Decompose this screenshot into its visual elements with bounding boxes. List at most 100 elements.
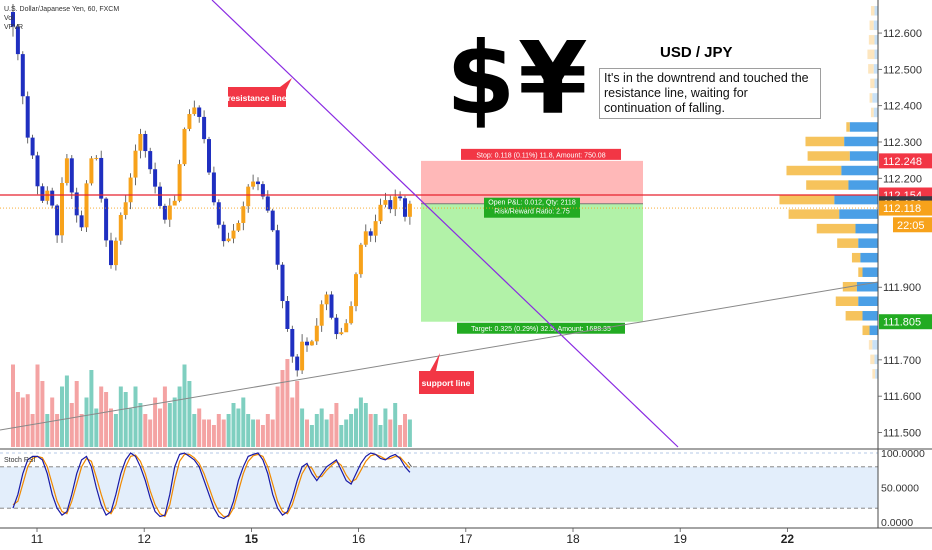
profile-down-row [858,238,878,248]
volume-bar [221,419,226,447]
target-label-bg [457,322,625,334]
profile-down-row [872,340,878,350]
volume-bar [30,414,35,447]
profile-down-row [841,165,878,176]
candle-body [305,341,309,346]
candle-body [60,183,64,236]
position-tool[interactable]: Stop: 0.118 (0.11%) 11.8, Amount: 750.08… [421,148,643,334]
candle-body [25,96,30,138]
candle-body [187,114,192,129]
volume-bar [363,403,368,447]
volume-bar [109,408,113,447]
candle-body [45,190,50,201]
candle-body [256,181,260,185]
volume-profile [779,6,878,379]
volume-bar [128,408,133,447]
candle-body [295,356,300,371]
price-tick-label: 112.400 [883,101,922,113]
time-tick-label: 22 [781,532,795,546]
support-callout-bg [419,353,474,394]
volume-bar [354,408,358,447]
profile-down-row [875,369,878,379]
profile-down-row [856,281,878,292]
candle-body [290,328,295,357]
profile-down-row [873,107,878,118]
volume-bar [265,414,270,447]
candle-body [309,341,314,346]
volume-bar [172,397,177,447]
candle-body [104,198,109,241]
volume-bar [99,386,104,447]
volume-bar [123,392,128,447]
candle-body [55,205,60,236]
profile-up-row [868,340,873,350]
volume-bar [314,414,319,447]
candle-body [216,202,221,225]
candle-body [398,196,403,199]
profile-up-row [870,6,875,16]
candle-body [324,294,329,305]
analysis-note[interactable]: It's in the downtrend and touched the re… [599,68,821,119]
candle-body [148,151,153,170]
profile-down-row [844,136,878,147]
volume-bar [246,414,251,447]
profile-down-row [849,122,878,132]
candle-body [226,238,231,242]
candle-body [99,157,104,199]
volume-bar [319,408,324,447]
volume-bar [226,414,231,447]
volume-bar [35,364,40,447]
volume-bar [285,359,290,447]
price-badge [879,200,932,216]
candle-body [197,107,202,117]
candle-body [285,301,290,329]
time-axis: 11 12 15 16 17 18 19 22 [31,528,795,546]
volume-bar [187,381,192,447]
profile-up-row [869,20,874,31]
candle-body [128,177,133,203]
time-tick-label: 18 [566,532,580,546]
callouts[interactable]: resistance line support line [227,78,474,394]
rsi-tick-label: 50.0000 [881,483,919,495]
volume-bar [104,392,109,447]
profile-down-row [862,311,878,321]
volume-bar [20,397,25,447]
candle-body [15,26,20,55]
profile-down-row [872,93,878,103]
volume-bar [69,403,74,447]
volume-bars [11,359,412,447]
candle-body [403,198,407,217]
volume-bar [270,419,275,447]
profile-down-row [860,252,878,263]
candle-body [207,139,211,173]
volume-bar [202,419,207,447]
profile-up-row [837,238,859,248]
volume-bar [300,408,305,447]
volume-bar [207,419,211,447]
candle-body [20,54,25,97]
volume-bar [349,414,354,447]
candle-body [349,306,354,324]
candle-body [373,221,378,236]
volume-bar [60,386,64,447]
volume-bar [55,414,60,447]
candle-body [260,184,265,197]
profile-up-row [788,209,840,219]
volume-bar [407,419,412,447]
profile-up-row [870,78,875,89]
candle-body [40,186,45,201]
candle-body [94,157,99,159]
profile-down-row [855,223,878,234]
candle-body [79,215,84,228]
time-tick-label: 16 [352,532,366,546]
candle-body [231,230,236,239]
volume-bar [368,414,373,447]
price-badge [879,314,932,330]
candle-body [50,190,55,206]
profile-up-row [869,93,873,103]
volume-bar [378,425,383,447]
volume-bar [373,414,378,447]
profile-up-row [870,354,875,365]
profile-up-row [779,194,835,205]
